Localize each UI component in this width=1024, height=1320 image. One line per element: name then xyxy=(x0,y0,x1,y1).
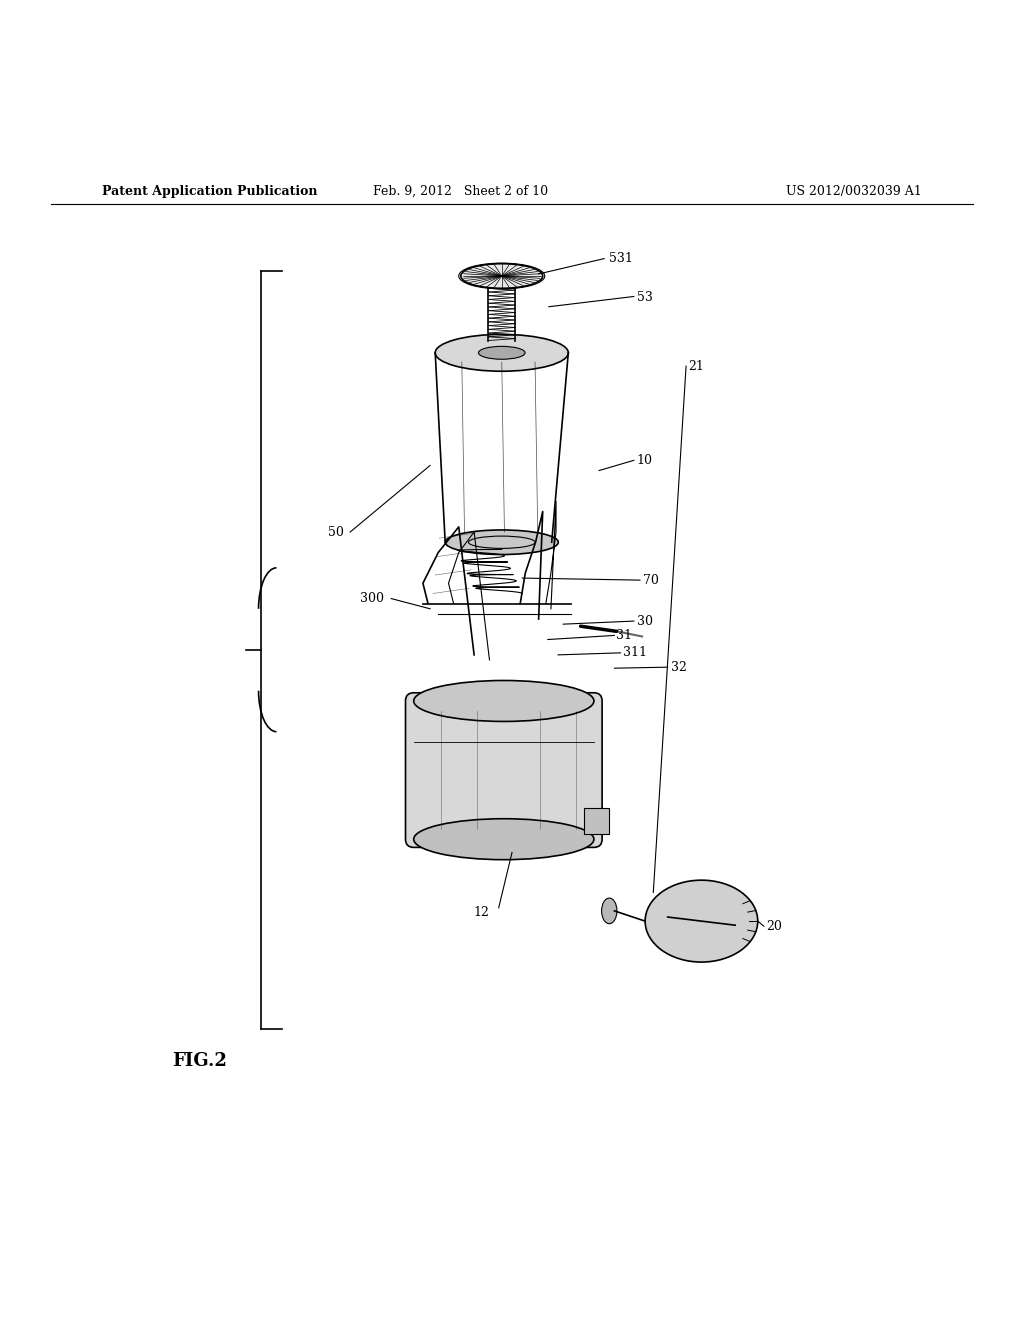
Text: 311: 311 xyxy=(623,647,646,659)
Text: 32: 32 xyxy=(671,661,687,673)
Text: Feb. 9, 2012   Sheet 2 of 10: Feb. 9, 2012 Sheet 2 of 10 xyxy=(373,185,549,198)
Text: 50: 50 xyxy=(328,525,344,539)
Ellipse shape xyxy=(478,346,525,359)
Text: 300: 300 xyxy=(360,593,384,605)
Text: Patent Application Publication: Patent Application Publication xyxy=(102,185,317,198)
FancyBboxPatch shape xyxy=(406,693,602,847)
Text: 30: 30 xyxy=(637,615,653,627)
Text: 70: 70 xyxy=(643,574,659,586)
Text: FIG.2: FIG.2 xyxy=(172,1052,227,1071)
Text: 53: 53 xyxy=(637,290,653,304)
Text: 12: 12 xyxy=(473,907,489,920)
Ellipse shape xyxy=(414,818,594,859)
Text: 21: 21 xyxy=(688,359,705,372)
Ellipse shape xyxy=(414,681,594,722)
Text: 10: 10 xyxy=(637,454,653,467)
Text: 531: 531 xyxy=(609,252,633,265)
Text: 31: 31 xyxy=(616,628,633,642)
Text: 20: 20 xyxy=(766,920,782,933)
Ellipse shape xyxy=(445,529,558,554)
Ellipse shape xyxy=(645,880,758,962)
Ellipse shape xyxy=(435,334,568,371)
Text: US 2012/0032039 A1: US 2012/0032039 A1 xyxy=(785,185,922,198)
Ellipse shape xyxy=(602,898,616,924)
Bar xyxy=(584,808,609,834)
Ellipse shape xyxy=(461,264,543,288)
